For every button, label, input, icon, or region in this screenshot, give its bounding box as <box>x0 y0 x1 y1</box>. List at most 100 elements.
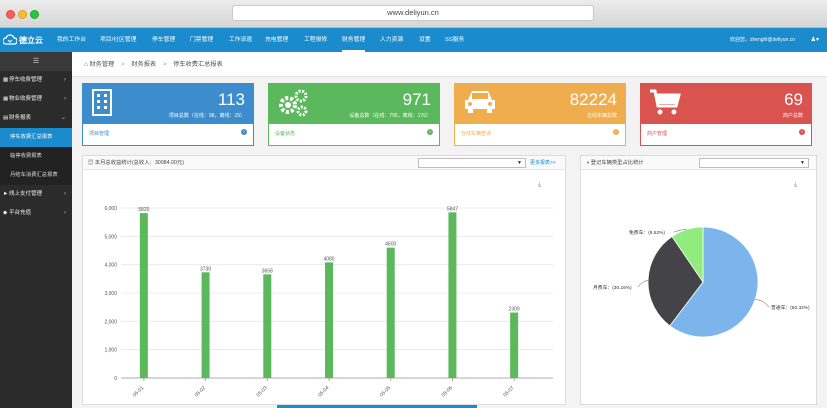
sidebar-item-label: 线上支付管理 <box>9 191 43 197</box>
y-tick-label: 4,000 <box>104 263 117 269</box>
building-icon: ▦ <box>3 96 9 102</box>
building-icon <box>91 88 113 118</box>
nav-item[interactable]: 门禁管理 <box>190 37 214 43</box>
card-footer-link[interactable]: 在线车辆查询 <box>461 131 492 137</box>
bar <box>263 274 272 378</box>
chevron-right-icon: › <box>64 191 66 197</box>
close-window-button[interactable] <box>6 10 15 19</box>
user-icon[interactable]: ♟▾ <box>810 37 819 43</box>
more-reports-link[interactable]: 更多报表>> <box>530 160 556 166</box>
sidebar-item[interactable]: ▤财务报表 ⌄ <box>0 109 72 128</box>
arrow-right-icon[interactable]: › <box>613 129 619 135</box>
sidebar-item[interactable]: ▩停车收费管理 › <box>0 71 72 90</box>
breadcrumb-item: 停车收费汇总报表 <box>173 61 223 68</box>
main-content: ⌂ 财务管理 > 财务报表 > 停车收费汇总报表 113 项目总数（在线：98，离… <box>72 52 827 408</box>
card-footer-link[interactable]: 设备状态 <box>275 131 296 137</box>
pie-slice-label: 免费车：(9.52%) <box>629 229 665 236</box>
card-caption: 项目总数（在线：98，离线：15） <box>168 113 245 119</box>
breadcrumb-separator: > <box>120 61 125 68</box>
revenue-panel-title: 本月总收益统计(总收入：30084.00元) <box>94 160 184 166</box>
card-footer-link[interactable]: 项目管理 <box>89 131 110 137</box>
bar-value-label: 2309 <box>509 307 520 313</box>
nav-item[interactable]: 设置 <box>419 37 431 43</box>
address-bar[interactable]: www.deliyun.cn <box>232 5 594 21</box>
vehicle-type-select[interactable]: ▼ <box>699 158 809 168</box>
arrow-right-icon[interactable]: › <box>241 129 247 135</box>
download-icon[interactable]: ⤓ <box>794 181 798 188</box>
cloud-icon <box>3 34 17 45</box>
sidebar-item[interactable]: ▦物业收费管理 › <box>0 90 72 109</box>
vehicle-panel-title: 登记车辆类型占比统计 <box>590 160 644 166</box>
bar-value-label: 4080 <box>323 256 334 262</box>
bar-chart-icon: ▤ <box>88 160 94 166</box>
summary-card: 113 项目总数（在线：98，离线：15） 项目管理 › <box>82 83 254 146</box>
report-select[interactable]: ▼ <box>418 158 526 168</box>
pie-label-connector <box>755 299 770 308</box>
minimize-window-button[interactable] <box>18 10 27 19</box>
nav-item[interactable]: 充电管理 <box>265 37 289 43</box>
y-tick-label: 5,000 <box>104 234 117 240</box>
car-icon: ▩ <box>3 77 9 83</box>
pie-label-connector <box>637 280 649 288</box>
breadcrumb-separator: > <box>162 61 167 68</box>
pie-slice-label: 普通车：(60.32%) <box>771 304 810 311</box>
chevron-right-icon: › <box>64 77 66 83</box>
bar-value-label: 3658 <box>262 268 273 274</box>
chevron-right-icon: › <box>64 96 66 102</box>
welcome-text[interactable]: 欢迎您，zhenghl@deliyun.cn <box>729 37 795 43</box>
download-icon[interactable]: ⤓ <box>538 181 542 188</box>
arrow-right-icon[interactable]: › <box>427 129 433 135</box>
card-caption: 设备总数（在线：795，离线：176） <box>349 113 431 119</box>
card-footer-link[interactable]: 商户管理 <box>647 131 668 137</box>
bar <box>386 247 395 378</box>
scroll-indicator <box>277 405 477 408</box>
revenue-chart-panel: ▤ 本月总收益统计(总收入：30084.00元) ▼ 更多报表>> ⤓ 0 1,0… <box>82 155 566 405</box>
nav-item[interactable]: 工作派遣 <box>229 37 253 43</box>
nav-item[interactable]: 人力资源 <box>380 37 404 43</box>
sidebar-item[interactable]: ►线上支付管理 › <box>0 185 72 204</box>
bar <box>510 312 519 378</box>
car-icon <box>463 88 497 116</box>
nav-item[interactable]: 财务管理 <box>342 28 366 52</box>
pie-label-connector <box>673 229 687 233</box>
breadcrumb-item[interactable]: 财务管理 <box>89 61 115 68</box>
nav-item[interactable]: 停车管理 <box>152 37 176 43</box>
sidebar-subitem[interactable]: 停车收费汇总报表 <box>0 128 72 147</box>
chevron-down-icon: ⌄ <box>60 115 66 121</box>
vehicle-pie-chart: 普通车：(60.32%) 月费车：(30.16%) 免费车：(9.52%) <box>593 226 810 338</box>
sidebar-item-label: 平台充值 <box>9 210 32 216</box>
card-caption: 商户总数 <box>782 113 803 119</box>
card-header <box>269 84 439 124</box>
nav-item[interactable]: SS服务 <box>445 37 465 43</box>
nav-item[interactable]: 我的工作台 <box>57 37 86 43</box>
y-tick-label: 2,000 <box>104 319 117 325</box>
x-tick-label: 05-04 <box>317 385 330 398</box>
sidebar-subitem[interactable]: 月结车消费汇总报表 <box>0 166 72 185</box>
logo[interactable]: 德立云 <box>0 28 49 52</box>
pie-slice-label: 月费车：(30.16%) <box>593 284 632 291</box>
gears-icon <box>277 88 309 120</box>
sidebar-subitem[interactable]: 临停收费报表 <box>0 147 72 166</box>
x-tick-label: 05-06 <box>441 385 454 398</box>
card-caption: 在线车辆总数 <box>586 113 617 119</box>
y-tick-label: 3,000 <box>104 291 117 297</box>
maximize-window-button[interactable] <box>30 10 39 19</box>
vehicle-type-panel: ◑ 登记车辆类型占比统计 ▼ ⤓ 普通车：(60.32%) 月费车：(30.16%… <box>580 155 817 405</box>
nav-item[interactable]: 工程报修 <box>304 37 328 43</box>
sidebar-item-label: 停车收费管理 <box>9 77 43 83</box>
sidebar-toggle-icon[interactable]: ☰ <box>0 52 72 71</box>
browser-titlebar: www.deliyun.cn <box>0 0 827 28</box>
bar-value-label: 5820 <box>138 207 149 213</box>
bar-value-label: 4600 <box>385 242 396 248</box>
pie-slice <box>671 226 704 284</box>
card-value: 971 <box>402 90 431 109</box>
nav-item[interactable]: 项目/社区管理 <box>100 37 137 43</box>
cart-icon <box>649 88 681 118</box>
sidebar-item[interactable]: ◆ 平台充值 › <box>0 204 72 223</box>
breadcrumb: ⌂ 财务管理 > 财务报表 > 停车收费汇总报表 <box>72 52 827 77</box>
bar-value-label: 3730 <box>200 266 211 272</box>
breadcrumb-item[interactable]: 财务报表 <box>131 61 157 68</box>
x-tick-label: 05-05 <box>379 385 392 398</box>
home-icon[interactable]: ⌂ <box>84 61 88 68</box>
arrow-right-icon[interactable]: › <box>799 129 805 135</box>
